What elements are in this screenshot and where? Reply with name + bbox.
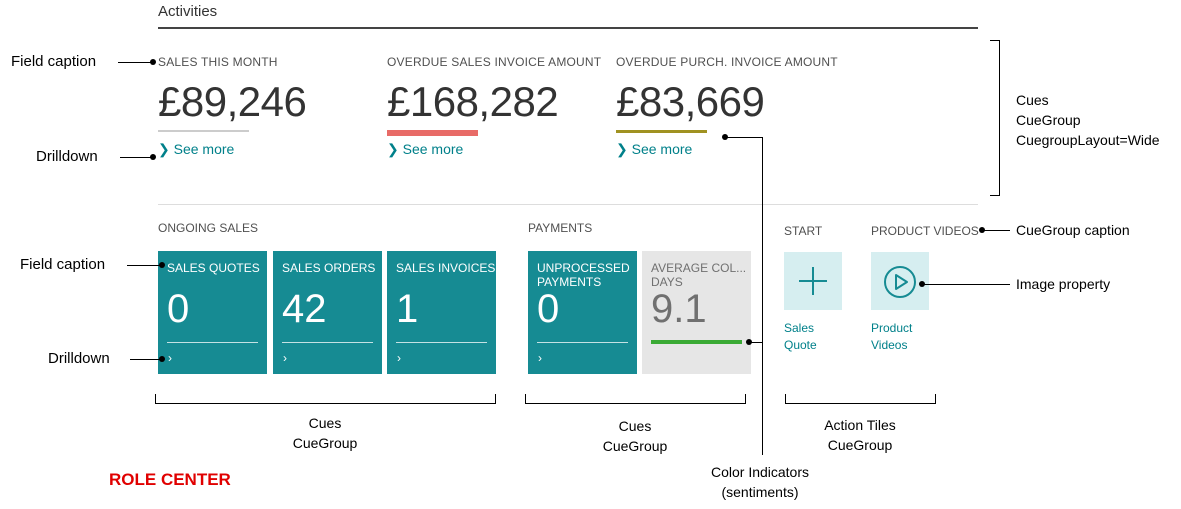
annotation-dot: [150, 59, 156, 65]
tile-separator: [537, 342, 628, 343]
cue-value: £168,282: [387, 78, 559, 125]
chevron-right-icon: ›: [397, 351, 401, 365]
wide-cue-overdue-purch[interactable]: OVERDUE PURCH. INVOICE AMOUNT £83,669 ❯ …: [616, 55, 838, 158]
cue-indicator-bar: [387, 130, 478, 136]
tile-caption: SALES QUOTES: [167, 261, 260, 275]
action-tiles-bracket: [785, 394, 936, 404]
section-divider: [158, 204, 978, 205]
tile-caption: SALES INVOICES: [396, 261, 496, 275]
role-center-label: ROLE CENTER: [109, 470, 231, 489]
chevron-right-icon: ›: [538, 351, 542, 365]
chevron-right-icon: ›: [168, 351, 172, 365]
annotation-connector: [118, 62, 152, 63]
cuegroup-bracket-ongoing: [155, 394, 496, 404]
tile-sales-quotes[interactable]: SALES QUOTES 0 ›: [158, 251, 267, 374]
tile-unprocessed-payments[interactable]: UNPROCESSED PAYMENTS 0 ›: [528, 251, 637, 374]
activities-title: Activities: [158, 3, 218, 20]
cue-caption: SALES THIS MONTH: [158, 55, 278, 69]
tile-separator: [396, 342, 487, 343]
annotation-connector: [725, 137, 762, 138]
cue-indicator-bar: [158, 130, 249, 132]
annotation-drilldown-top: Drilldown: [36, 148, 98, 165]
cue-caption: OVERDUE PURCH. INVOICE AMOUNT: [616, 55, 838, 69]
tile-value: 42: [282, 287, 327, 331]
annotation-field-caption-top: Field caption: [11, 53, 97, 70]
tile-caption: UNPROCESSED PAYMENTS: [537, 261, 630, 289]
annotation-dot: [159, 262, 165, 268]
annotation-cues-group1: Cues CueGroup: [292, 415, 358, 451]
wide-cues-bracket: [990, 40, 1000, 196]
sales-quote-action-label[interactable]: Sales Quote: [784, 321, 817, 352]
see-more-link[interactable]: ❯ See more: [616, 141, 693, 157]
annotation-connector: [749, 342, 762, 343]
tile-value: 0: [167, 287, 190, 331]
tile-separator: [167, 342, 258, 343]
cue-indicator-bar: [616, 130, 707, 133]
tile-caption: SALES ORDERS: [282, 261, 376, 275]
tile-separator: [282, 342, 373, 343]
product-videos-action-label[interactable]: Product Videos: [871, 321, 913, 352]
cue-caption: OVERDUE SALES INVOICE AMOUNT: [387, 55, 602, 69]
activities-title-underline: [158, 27, 978, 29]
start-caption: START: [784, 224, 823, 238]
product-videos-caption: PRODUCT VIDEOS: [871, 224, 979, 238]
annotation-image-property: Image property: [1016, 276, 1111, 292]
annotation-dot: [150, 154, 156, 160]
tile-value: 1: [396, 287, 419, 331]
tile-indicator-bar: [651, 340, 742, 344]
annotation-action-tiles: Action Tiles CueGroup: [824, 417, 896, 453]
annotation-cuegroup-caption: CueGroup caption: [1016, 222, 1130, 238]
annotation-drilldown-bottom: Drilldown: [48, 350, 110, 367]
tile-sales-orders[interactable]: SALES ORDERS 42 ›: [273, 251, 382, 374]
annotation-connector: [762, 137, 763, 455]
chevron-right-icon: ❯: [387, 141, 399, 157]
annotation-connector: [120, 157, 152, 158]
annotation-dot: [159, 356, 165, 362]
play-icon: [884, 266, 916, 298]
annotation-connector: [130, 359, 160, 360]
see-more-link[interactable]: ❯ See more: [158, 141, 235, 157]
annotation-connector: [922, 284, 1010, 285]
tile-average-collection-days[interactable]: AVERAGE COL... DAYS 9.1: [642, 251, 751, 374]
chevron-right-icon: ❯: [616, 141, 628, 157]
chevron-right-icon: ❯: [158, 141, 170, 157]
annotation-cues-wide: Cues CueGroup CuegroupLayout=Wide: [1016, 92, 1160, 148]
annotation-cues-group2: Cues CueGroup: [602, 418, 668, 454]
wide-cue-sales-this-month[interactable]: SALES THIS MONTH £89,246 ❯ See more: [158, 55, 368, 158]
tile-value: 9.1: [651, 287, 707, 331]
plus-icon: [799, 267, 827, 295]
see-more-link[interactable]: ❯ See more: [387, 141, 464, 157]
annotation-connector: [127, 265, 160, 266]
cue-value: £83,669: [616, 78, 765, 125]
sales-quote-action-tile[interactable]: [784, 252, 842, 310]
annotation-connector: [982, 230, 1010, 231]
cue-value: £89,246: [158, 78, 307, 125]
annotation-field-caption-bottom: Field caption: [20, 256, 106, 273]
chevron-right-icon: ›: [283, 351, 287, 365]
annotation-color-indicators: Color Indicators (sentiments): [710, 464, 810, 500]
ongoing-sales-caption: ONGOING SALES: [158, 221, 259, 235]
cuegroup-bracket-payments: [525, 394, 746, 404]
tile-value: 0: [537, 287, 560, 331]
tile-caption: AVERAGE COL... DAYS: [651, 261, 747, 289]
payments-caption: PAYMENTS: [528, 221, 593, 235]
wide-cue-overdue-sales[interactable]: OVERDUE SALES INVOICE AMOUNT £168,282 ❯ …: [387, 55, 602, 158]
tile-sales-invoices[interactable]: SALES INVOICES 1 ›: [387, 251, 496, 374]
